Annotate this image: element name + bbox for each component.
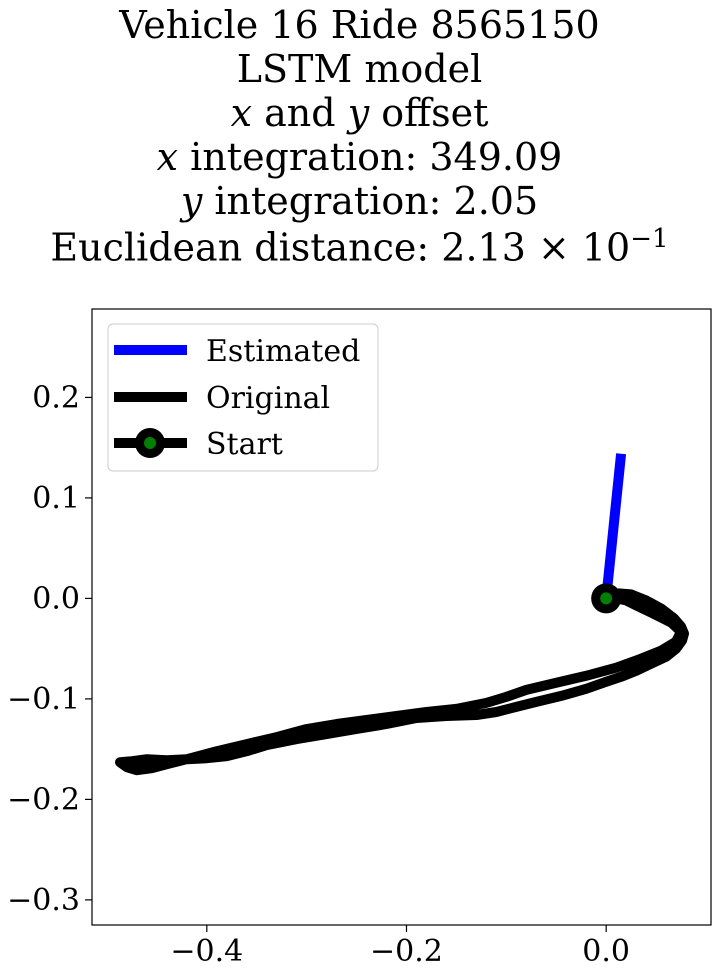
- legend-label-estimated: Estimated: [206, 334, 360, 369]
- series-layer: [115, 453, 689, 776]
- title-line-5: y integration: 2.05: [180, 179, 539, 223]
- y-axis: 0.2 0.1 0.0 −0.1 −0.2 −0.3: [7, 380, 92, 918]
- y-tick-label: 0.2: [32, 380, 80, 415]
- x-tick-label: −0.2: [370, 934, 443, 969]
- title-line-3: x and y offset: [230, 91, 489, 135]
- y-tick-label: −0.1: [7, 682, 80, 717]
- x-axis: −0.4 −0.2 0.0: [170, 925, 630, 969]
- legend-label-original: Original: [206, 381, 330, 416]
- title-line-4: x integration: 349.09: [156, 135, 563, 179]
- y-tick-label: 0.1: [32, 481, 80, 516]
- original-series-line: [115, 588, 689, 776]
- y-tick-label: −0.2: [7, 782, 80, 817]
- legend: Estimated Original Start: [107, 323, 379, 472]
- legend-box: [107, 323, 379, 472]
- legend-label-start: Start: [206, 427, 283, 462]
- x-tick-label: 0.0: [582, 934, 630, 969]
- x-tick-label: −0.4: [170, 934, 243, 969]
- title-line-1: Vehicle 16 Ride 8565150: [119, 3, 600, 47]
- y-tick-label: −0.3: [7, 883, 80, 918]
- y-tick-label: 0.0: [32, 581, 80, 616]
- axes-frame: [91, 308, 712, 926]
- start-marker-inner: [600, 592, 613, 605]
- title-line-6: Euclidean distance: 2.13 × 10−1: [50, 224, 669, 270]
- legend-start-marker-inner: [144, 437, 156, 449]
- estimated-series-line: [601, 453, 627, 599]
- title-line-2: LSTM model: [236, 47, 483, 91]
